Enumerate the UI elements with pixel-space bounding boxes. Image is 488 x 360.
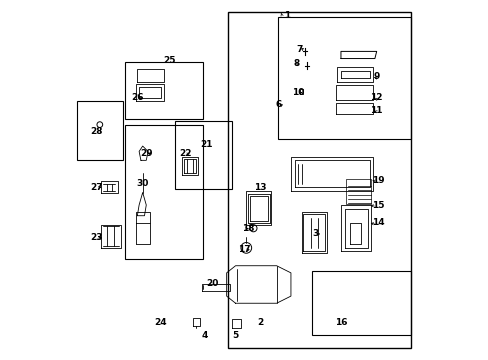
Text: 20: 20: [206, 279, 218, 288]
Text: 6: 6: [275, 100, 281, 109]
Text: 3: 3: [312, 229, 318, 238]
Text: 13: 13: [254, 183, 266, 192]
Bar: [124, 62, 203, 119]
Bar: [228, 12, 410, 348]
Text: 21: 21: [201, 140, 213, 149]
Text: 15: 15: [371, 201, 384, 210]
Text: 5: 5: [232, 331, 238, 340]
Text: 11: 11: [370, 106, 382, 115]
Text: 7: 7: [296, 45, 303, 54]
Text: 24: 24: [154, 318, 166, 327]
Text: 8: 8: [293, 59, 299, 68]
Text: 17: 17: [238, 245, 250, 254]
Text: 28: 28: [90, 127, 102, 136]
Text: 14: 14: [371, 219, 384, 228]
Text: 12: 12: [370, 93, 382, 102]
Text: 30: 30: [136, 179, 148, 188]
Bar: [77, 102, 123, 160]
Text: 22: 22: [179, 149, 191, 158]
Bar: [346, 179, 370, 204]
Text: 27: 27: [90, 183, 102, 192]
Text: 29: 29: [140, 149, 152, 158]
Text: 19: 19: [371, 176, 384, 185]
Text: 10: 10: [291, 88, 304, 97]
Text: 25: 25: [163, 56, 175, 65]
Text: 9: 9: [373, 72, 379, 81]
Text: 1: 1: [284, 11, 290, 20]
Bar: [124, 125, 203, 258]
Text: 16: 16: [334, 318, 346, 327]
Text: 2: 2: [257, 318, 263, 327]
Text: 4: 4: [202, 331, 208, 340]
Bar: [312, 271, 410, 336]
Text: 23: 23: [90, 233, 102, 242]
Bar: [278, 18, 410, 139]
Bar: [175, 121, 231, 189]
Text: 18: 18: [242, 224, 254, 233]
Text: 26: 26: [131, 93, 143, 102]
